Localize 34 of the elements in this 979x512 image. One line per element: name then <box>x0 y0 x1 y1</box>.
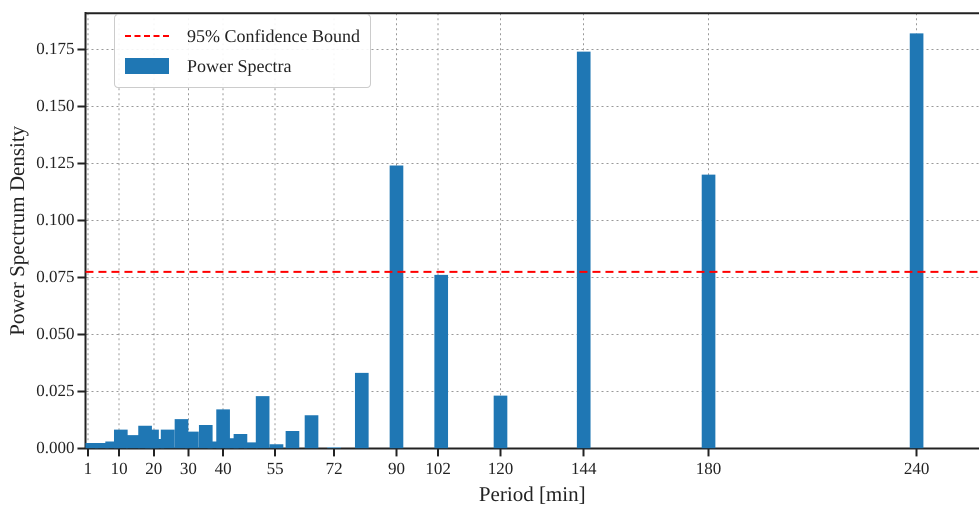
y-tick-label: 0.125 <box>36 153 74 172</box>
x-tick-label: 240 <box>904 459 930 478</box>
bar <box>702 174 716 448</box>
x-tick-label: 10 <box>110 459 128 478</box>
legend-label: 95% Confidence Bound <box>187 26 360 46</box>
bar <box>354 372 369 448</box>
bar <box>434 274 448 448</box>
y-tick-label: 0.075 <box>36 266 74 286</box>
legend-label: Power Spectra <box>187 56 292 76</box>
x-tick-label: 180 <box>696 459 722 478</box>
y-tick-label: 0.050 <box>36 324 74 343</box>
x-axis-title: Period [min] <box>478 482 586 506</box>
bar <box>910 33 924 448</box>
x-tick-label: 55 <box>266 459 284 478</box>
bar <box>286 430 300 448</box>
bar <box>576 52 591 448</box>
y-axis-title: Power Spectrum Density <box>5 125 30 336</box>
x-tick-label: 40 <box>214 459 232 478</box>
y-tick-label: 0.025 <box>36 380 74 400</box>
x-tick-label: 1 <box>84 459 92 478</box>
bar <box>304 415 318 448</box>
y-tick-label: 0.150 <box>36 96 74 116</box>
x-tick-label: 120 <box>488 459 514 478</box>
y-tick-label: 0.000 <box>36 438 74 457</box>
x-tick-label: 72 <box>326 459 343 478</box>
bar <box>494 396 508 448</box>
x-tick-label: 102 <box>425 459 451 478</box>
x-tick-label: 90 <box>388 459 405 478</box>
x-tick-label: 144 <box>570 459 597 478</box>
x-tick-label: 20 <box>145 459 162 478</box>
y-tick-label: 0.100 <box>36 210 74 230</box>
x-tick-label: 30 <box>180 459 197 478</box>
y-tick-label: 0.175 <box>36 39 74 58</box>
bar <box>390 166 404 448</box>
